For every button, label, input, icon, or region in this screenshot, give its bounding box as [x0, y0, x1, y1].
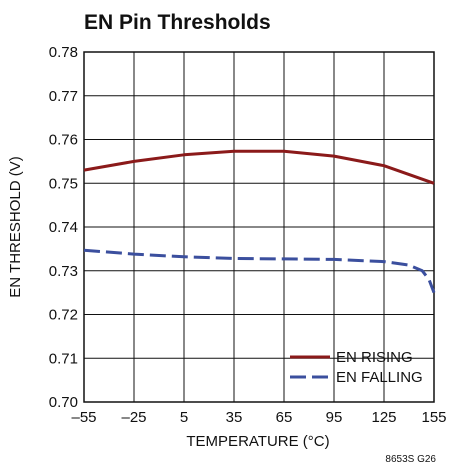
series-line-en-falling — [83, 248, 436, 294]
y-tick-labels: 0.70 0.71 0.72 0.73 0.74 0.75 0.76 0.77 0.78 — [49, 44, 78, 411]
y-tick-label: 0.75 — [49, 175, 78, 192]
legend: EN RISING EN FALLING — [290, 349, 423, 386]
x-tick-label: 65 — [276, 409, 293, 426]
x-tick-label: –55 — [71, 409, 96, 426]
grid — [84, 52, 434, 402]
series-lines — [83, 149, 436, 294]
series-line-en-rising — [83, 149, 435, 185]
y-tick-label: 0.71 — [49, 350, 78, 367]
x-tick-label: 95 — [326, 409, 343, 426]
y-tick-label: 0.78 — [49, 44, 78, 61]
x-tick-label: –25 — [121, 409, 146, 426]
figure-code: 8653S G26 — [385, 454, 436, 465]
chart-title: EN Pin Thresholds — [84, 11, 271, 34]
x-tick-labels: –55 –25 5 35 65 95 125 155 — [71, 409, 446, 426]
y-tick-label: 0.73 — [49, 263, 78, 280]
legend-label-en-falling: EN FALLING — [336, 369, 423, 386]
x-tick-label: 5 — [180, 409, 188, 426]
legend-label-en-rising: EN RISING — [336, 349, 413, 366]
x-tick-label: 125 — [371, 409, 396, 426]
y-tick-label: 0.74 — [49, 219, 78, 236]
x-axis-label: TEMPERATURE (°C) — [186, 433, 329, 450]
y-axis-label: EN THRESHOLD (V) — [7, 156, 24, 297]
x-tick-label: 155 — [421, 409, 446, 426]
y-tick-label: 0.72 — [49, 307, 78, 324]
plot-frame — [83, 51, 435, 403]
y-tick-label: 0.70 — [49, 394, 78, 411]
y-tick-label: 0.76 — [49, 132, 78, 149]
y-tick-label: 0.77 — [49, 88, 78, 105]
x-tick-label: 35 — [226, 409, 243, 426]
